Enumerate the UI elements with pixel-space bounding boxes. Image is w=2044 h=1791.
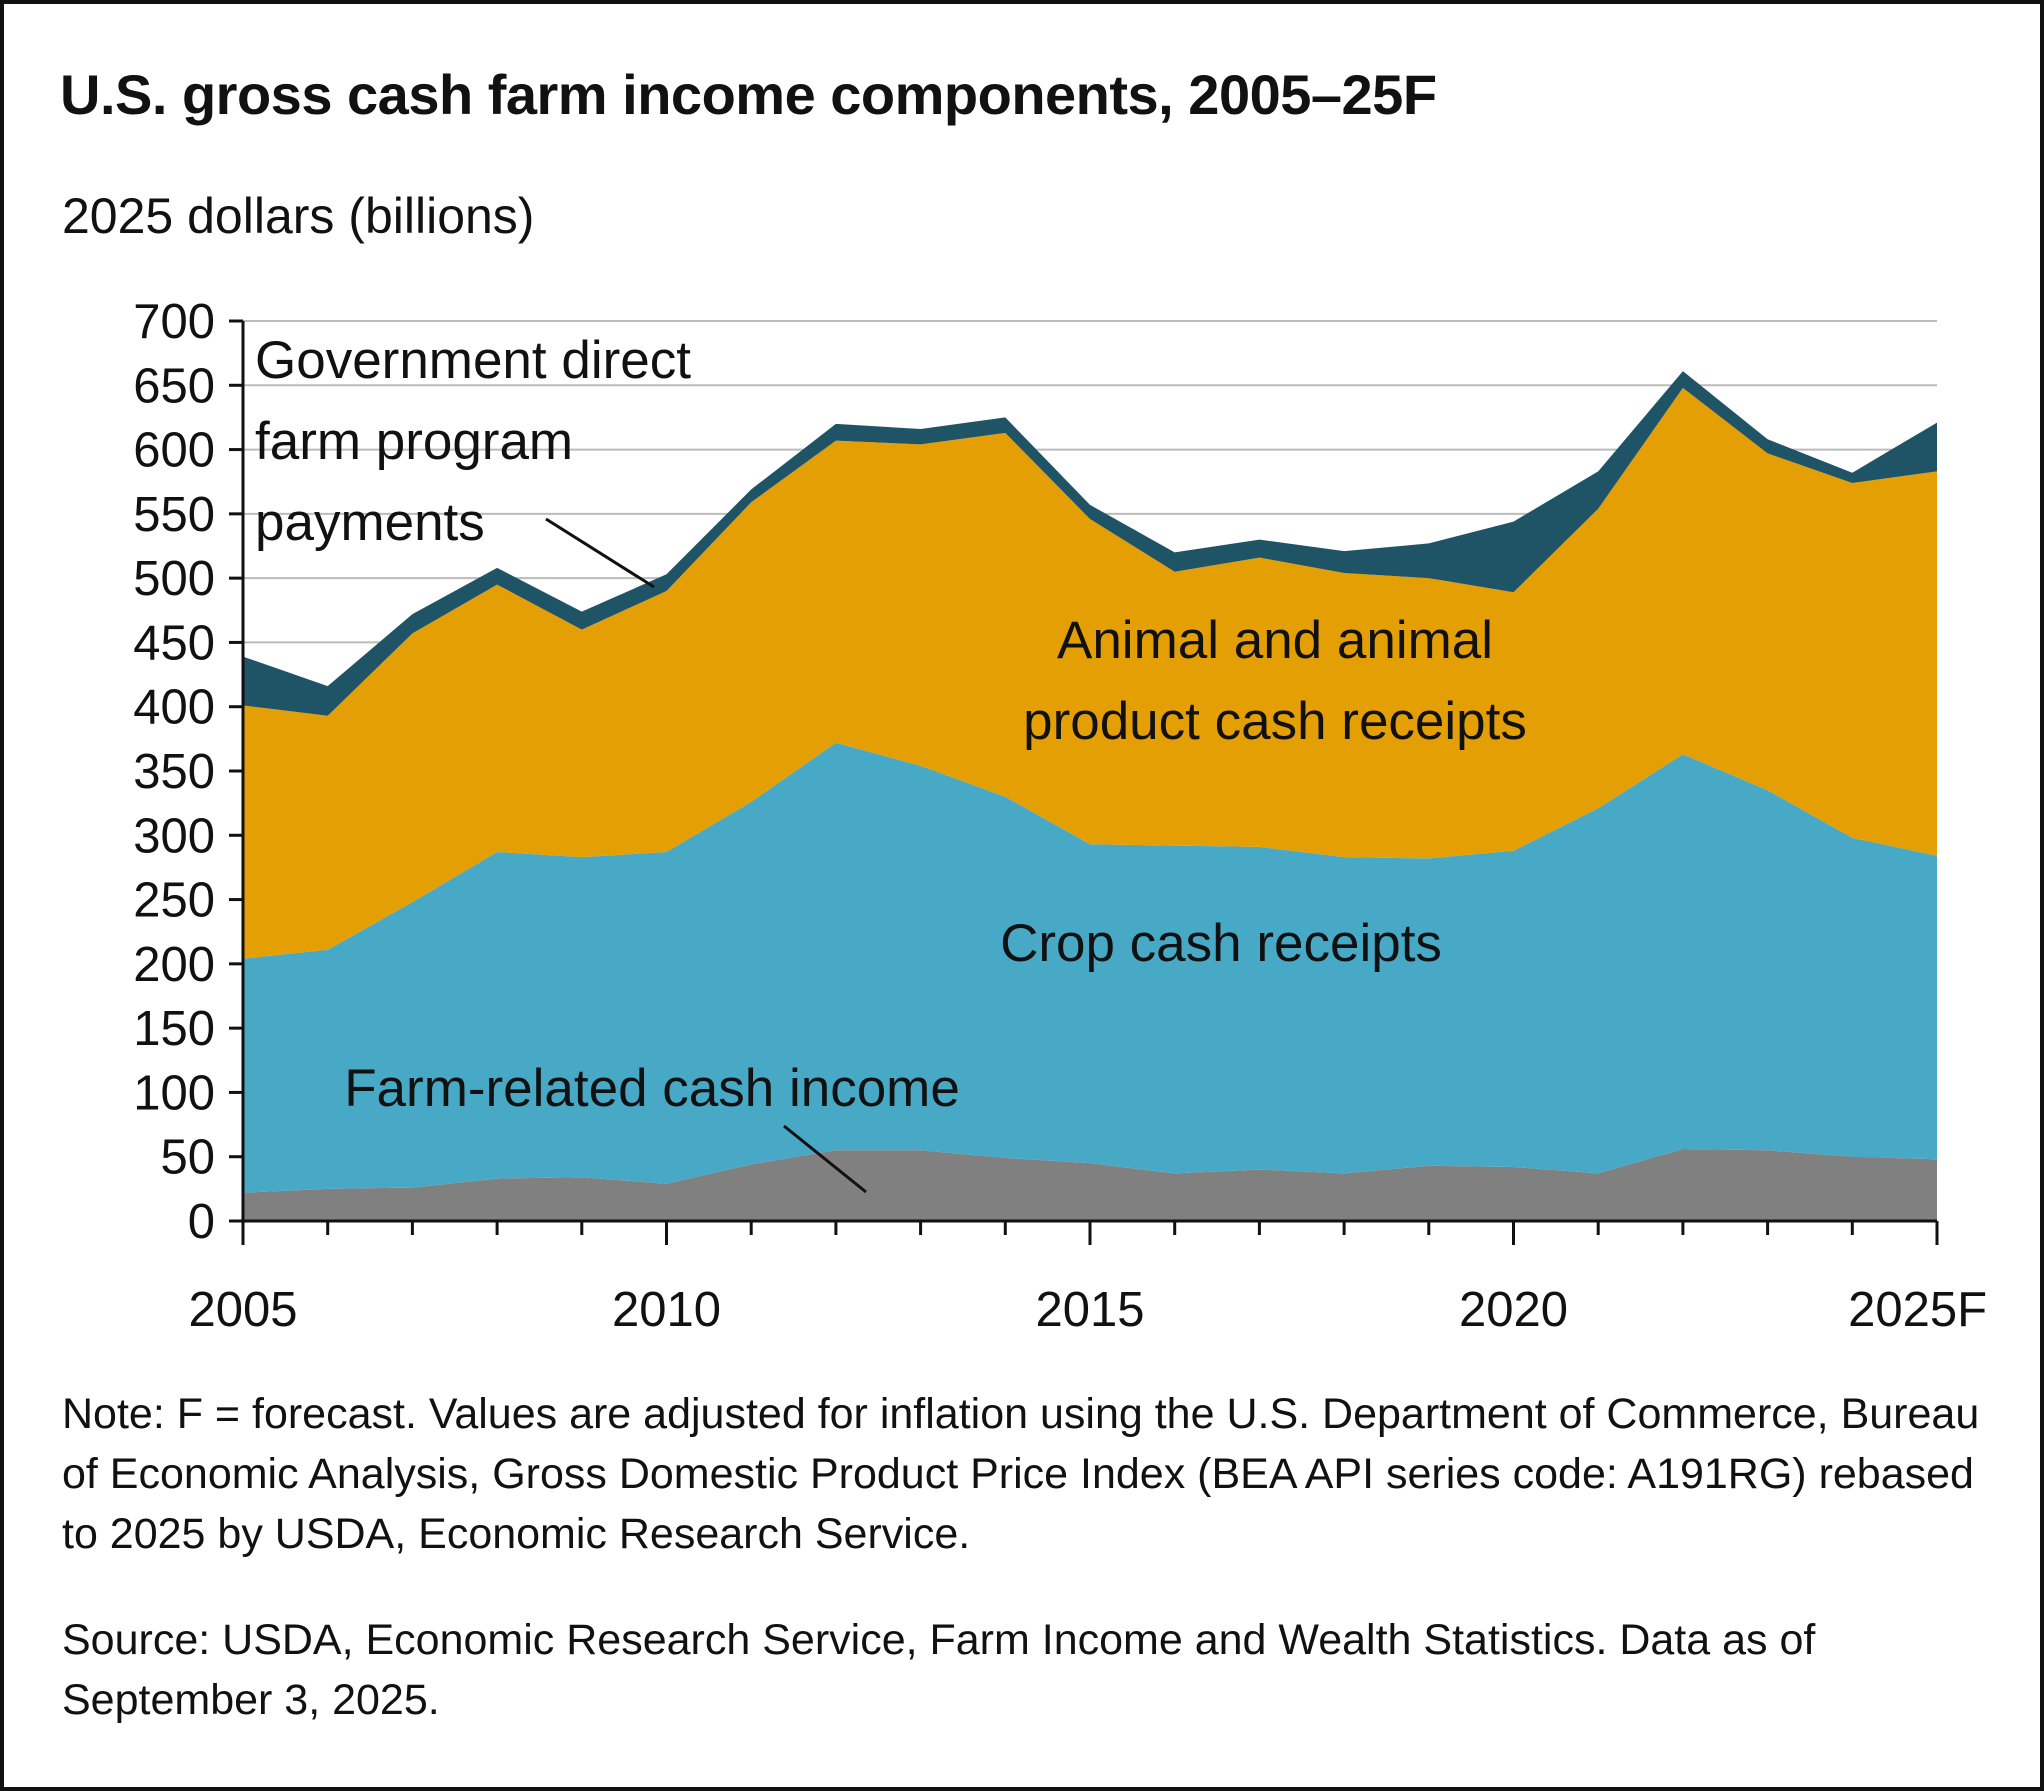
annotations: Government direct farm program payments Ani… (255, 331, 1527, 1194)
annotation-government-line-2: farm program (255, 412, 573, 471)
series-areas (243, 371, 1937, 1221)
y-tick-label-450: 450 (133, 616, 215, 670)
x-tick-label-2020: 2020 (1459, 1283, 1568, 1337)
y-tick-label-350: 350 (133, 745, 215, 799)
y-tick-label-150: 150 (133, 1002, 215, 1056)
y-tick-label-200: 200 (133, 938, 215, 992)
x-axis-tick-labels: 2005 2010 2015 2020 2025F (188, 1283, 1987, 1337)
x-tick-label-2025F: 2025F (1848, 1283, 1987, 1337)
farm-related-leader-line (783, 1124, 867, 1194)
annotation-farm-related-line-1: Farm-related cash income (344, 1059, 960, 1118)
y-tick-label-550: 550 (133, 488, 215, 542)
area-animal-and-animal-product-cash-receipts (243, 387, 1937, 959)
y-tick-label-600: 600 (133, 424, 215, 478)
annotation-animal-line-2: product cash receipts (1023, 692, 1527, 751)
y-axis-tick-labels: 0 50 100 150 200 250 300 350 400 450 500 550 600 650 7… (133, 295, 215, 1249)
y-tick-label-300: 300 (133, 809, 215, 863)
chart-note: Note: F = forecast. Values are adjusted … (62, 1390, 1980, 1558)
y-tick-label-250: 250 (133, 874, 215, 928)
annotation-government-line-3: payments (255, 493, 485, 552)
x-tick-label-2015: 2015 (1035, 1283, 1144, 1337)
x-tick-label-2010: 2010 (612, 1283, 721, 1337)
x-tick-label-2005: 2005 (188, 1283, 297, 1337)
y-tick-label-0: 0 (188, 1195, 215, 1249)
y-tick-label-650: 650 (133, 359, 215, 413)
y-tick-label-50: 50 (160, 1131, 215, 1185)
stacked-area-chart: 0 50 100 150 200 250 300 350 400 450 500 550 600 650 7… (133, 295, 1987, 1337)
government-leader-line (545, 517, 655, 589)
y-tick-label-400: 400 (133, 681, 215, 735)
y-tick-label-100: 100 (133, 1066, 215, 1120)
chart-title: U.S. gross cash farm income components, … (60, 63, 1437, 126)
y-tick-label-500: 500 (133, 552, 215, 606)
axes (229, 319, 1939, 1245)
y-tick-label-700: 700 (133, 295, 215, 349)
annotation-government-line-1: Government direct (255, 331, 691, 390)
annotation-crop-line-1: Crop cash receipts (1000, 914, 1442, 973)
chart-source: Source: USDA, Economic Research Service,… (62, 1616, 1816, 1724)
y-axis-units-label: 2025 dollars (billions) (62, 188, 535, 244)
area-crop-cash-receipts (243, 742, 1937, 1193)
annotation-animal-line-1: Animal and animal (1057, 611, 1493, 670)
